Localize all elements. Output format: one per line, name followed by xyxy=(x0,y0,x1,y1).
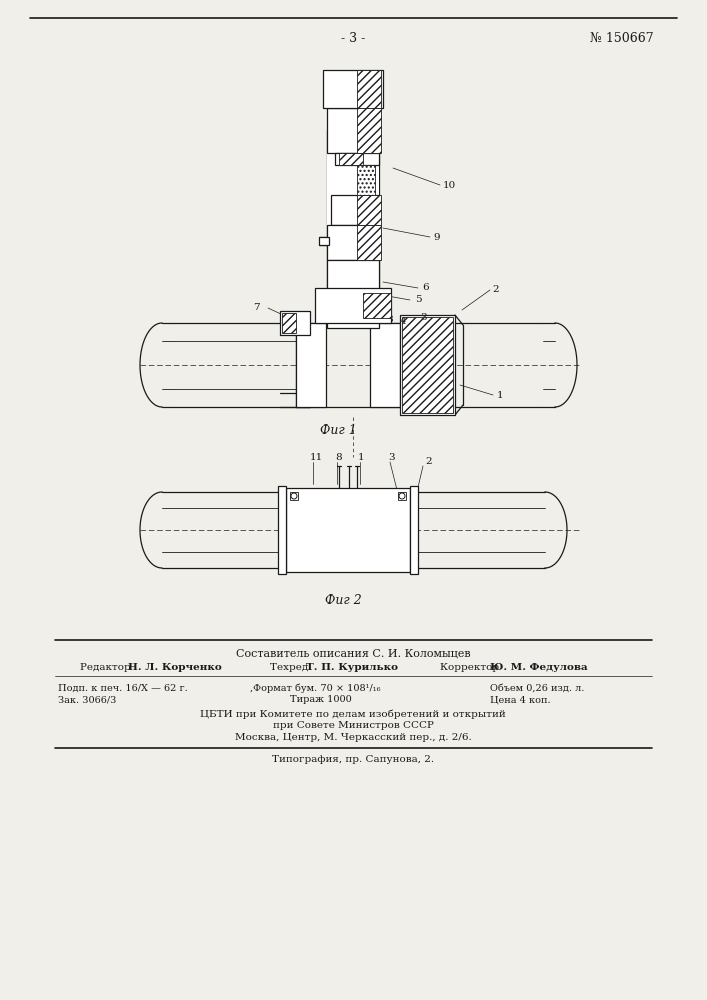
Text: Зак. 3066/3: Зак. 3066/3 xyxy=(58,696,117,704)
Bar xyxy=(280,311,310,335)
Text: 9: 9 xyxy=(433,232,440,241)
Text: 1: 1 xyxy=(358,454,365,462)
Text: Москва, Центр, М. Черкасский пер., д. 2/6.: Москва, Центр, М. Черкасский пер., д. 2/… xyxy=(235,734,472,742)
Text: 8: 8 xyxy=(387,316,393,324)
Text: Фиг 2: Фиг 2 xyxy=(325,593,362,606)
Text: 1: 1 xyxy=(497,390,503,399)
Text: 6: 6 xyxy=(422,284,428,292)
Bar xyxy=(357,108,381,153)
Text: Составитель описания С. И. Коломыцев: Составитель описания С. И. Коломыцев xyxy=(235,649,470,659)
Bar xyxy=(357,225,381,260)
Text: ЦБТИ при Комитете по делам изобретений и открытий: ЦБТИ при Комитете по делам изобретений и… xyxy=(200,709,506,719)
Circle shape xyxy=(291,493,297,499)
Text: 3: 3 xyxy=(420,314,426,322)
Text: Фиг 1: Фиг 1 xyxy=(320,424,357,436)
Text: 4: 4 xyxy=(400,318,407,326)
Text: Цена 4 коп.: Цена 4 коп. xyxy=(490,696,551,704)
Bar xyxy=(410,486,418,574)
Text: Н. Л. Корченко: Н. Л. Корченко xyxy=(128,664,222,672)
Bar xyxy=(296,323,326,407)
Bar xyxy=(339,153,363,165)
Bar xyxy=(327,108,379,153)
Text: 2: 2 xyxy=(425,458,432,466)
Bar xyxy=(363,293,391,318)
Text: Корректор: Корректор xyxy=(440,664,503,672)
Text: 2: 2 xyxy=(492,286,498,294)
Bar xyxy=(370,323,400,407)
Text: № 150667: № 150667 xyxy=(590,31,654,44)
Bar xyxy=(323,70,383,108)
Bar xyxy=(286,488,410,572)
Bar xyxy=(290,492,298,500)
Bar xyxy=(335,153,379,165)
Text: Типография, пр. Сапунова, 2.: Типография, пр. Сапунова, 2. xyxy=(272,756,434,764)
Text: 8: 8 xyxy=(335,454,341,462)
Text: ,Формат бум. 70 × 108¹/₁₆: ,Формат бум. 70 × 108¹/₁₆ xyxy=(250,683,380,693)
Bar xyxy=(327,225,379,260)
Text: 11: 11 xyxy=(310,454,323,462)
Bar xyxy=(327,260,379,328)
Bar xyxy=(278,486,286,574)
Text: Подп. к печ. 16/X — 62 г.: Подп. к печ. 16/X — 62 г. xyxy=(58,684,188,692)
Text: Объем 0,26 изд. л.: Объем 0,26 изд. л. xyxy=(490,684,585,692)
Text: Ю. М. Федулова: Ю. М. Федулова xyxy=(490,664,588,672)
Circle shape xyxy=(399,493,405,499)
Text: 10: 10 xyxy=(443,180,456,190)
Text: 7: 7 xyxy=(253,304,259,312)
Text: 5: 5 xyxy=(415,296,421,304)
Text: 3: 3 xyxy=(388,454,395,462)
Text: Тираж 1000: Тираж 1000 xyxy=(290,696,352,704)
Text: при Совете Министров СССР: при Совете Министров СССР xyxy=(273,722,433,730)
Bar xyxy=(327,70,379,323)
Text: Редактор: Редактор xyxy=(80,664,134,672)
Bar xyxy=(357,165,375,195)
Text: Т. П. Курилько: Т. П. Курилько xyxy=(306,664,398,672)
Bar xyxy=(319,237,329,245)
Bar xyxy=(282,313,296,333)
Bar xyxy=(331,195,379,225)
Text: Техред: Техред xyxy=(270,664,312,672)
Bar xyxy=(400,315,455,415)
Bar xyxy=(357,195,381,225)
Bar xyxy=(357,70,381,108)
Bar xyxy=(402,317,453,413)
Text: - 3 -: - 3 - xyxy=(341,31,365,44)
Bar xyxy=(315,288,391,323)
Bar xyxy=(398,492,406,500)
